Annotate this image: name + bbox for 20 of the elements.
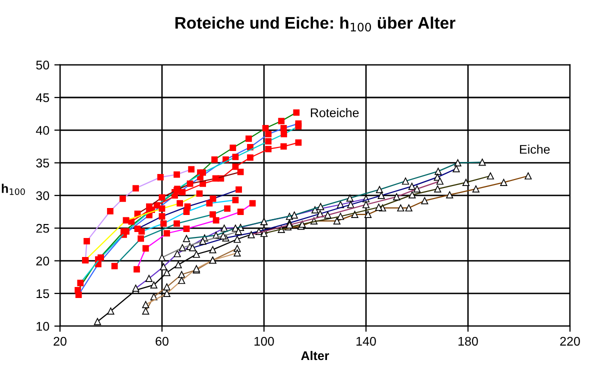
x-tick-label: 60 [156,336,168,346]
x-tick-label: 180 [458,336,478,346]
y-tick-label: 35 [36,158,50,168]
y-tick-label: 20 [36,256,50,266]
y-tick-label: 30 [36,191,50,200]
y-tick-label: 15 [36,289,50,298]
x-axis-title: Alter [301,350,330,360]
y-tick-label: 50 [36,60,50,70]
y-tick-label: 45 [36,93,50,102]
y-tick-label: 40 [36,126,50,135]
y-axis-title: h$_{100}$ [2,184,25,195]
annotation: Eiche [520,144,550,154]
annotation: Roteiche [310,108,359,118]
x-tick-label: 140 [356,336,376,346]
chart-title: Roteiche und Eiche: h$_{100}$ über Alter [175,16,456,32]
x-tick-label: 220 [560,336,580,346]
y-tick-label: 25 [36,224,50,233]
x-tick-label: 100 [254,336,274,346]
x-tick-label: 20 [54,336,66,346]
y-tick-label: 10 [36,322,50,331]
